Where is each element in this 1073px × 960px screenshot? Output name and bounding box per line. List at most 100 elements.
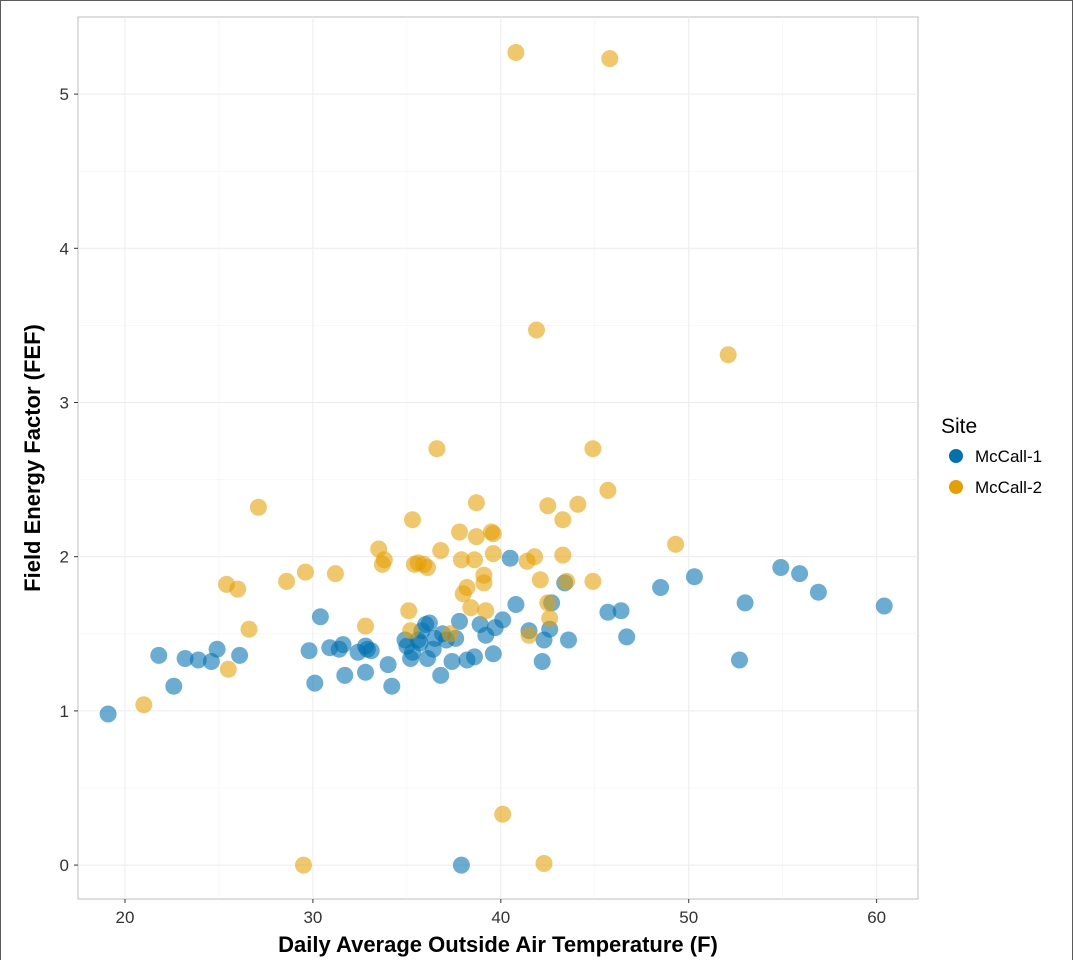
data-point-mccall-2 xyxy=(484,545,502,563)
data-point-mccall-1 xyxy=(507,596,525,613)
data-point-mccall-1 xyxy=(685,568,703,586)
data-point-mccall-1 xyxy=(379,656,397,674)
data-point-mccall-1 xyxy=(466,648,483,666)
data-point-mccall-2 xyxy=(219,660,237,678)
data-point-mccall-1 xyxy=(618,628,636,646)
data-point-mccall-2 xyxy=(484,525,502,543)
data-point-mccall-1 xyxy=(791,565,809,583)
data-point-mccall-1 xyxy=(533,653,551,670)
y-tick-label: 2 xyxy=(60,548,69,567)
data-point-mccall-1 xyxy=(208,640,226,658)
data-point-mccall-2 xyxy=(466,551,483,569)
data-point-mccall-1 xyxy=(176,650,194,667)
data-point-mccall-2 xyxy=(569,495,587,513)
data-point-mccall-2 xyxy=(520,626,538,644)
data-point-mccall-2 xyxy=(375,551,393,569)
data-point-mccall-2 xyxy=(441,625,459,643)
data-point-mccall-1 xyxy=(875,597,893,615)
data-point-mccall-1 xyxy=(809,583,827,601)
legend-label-mccall-1: McCall-1 xyxy=(975,447,1042,466)
data-point-mccall-2 xyxy=(278,572,296,590)
data-point-mccall-1 xyxy=(494,611,512,629)
data-point-mccall-1 xyxy=(311,608,329,626)
data-point-mccall-2 xyxy=(467,494,485,512)
data-point-mccall-2 xyxy=(539,594,557,612)
y-tick-label: 4 xyxy=(60,239,69,258)
data-point-mccall-2 xyxy=(539,497,557,515)
data-point-mccall-1 xyxy=(306,674,324,692)
data-point-mccall-1 xyxy=(452,856,470,874)
data-point-mccall-1 xyxy=(731,651,748,669)
data-point-mccall-2 xyxy=(554,511,572,529)
data-point-mccall-2 xyxy=(601,50,619,68)
data-point-mccall-2 xyxy=(477,602,495,620)
data-point-mccall-1 xyxy=(336,666,354,684)
legend: Site McCall-1 McCall-2 xyxy=(941,415,1042,497)
data-point-mccall-1 xyxy=(560,631,577,649)
data-point-mccall-1 xyxy=(99,705,117,723)
data-point-mccall-2 xyxy=(229,580,247,598)
data-point-mccall-1 xyxy=(357,663,374,681)
data-point-mccall-2 xyxy=(528,321,545,339)
y-axis-title: Field Energy Factor (FEF) xyxy=(20,324,45,592)
data-point-mccall-2 xyxy=(507,44,525,61)
data-point-mccall-2 xyxy=(452,551,470,569)
data-point-mccall-2 xyxy=(296,563,314,581)
data-point-mccall-1 xyxy=(432,666,450,684)
x-tick-label: 40 xyxy=(491,908,510,927)
data-points xyxy=(99,44,893,874)
x-tick-label: 60 xyxy=(867,908,886,927)
data-point-mccall-1 xyxy=(150,646,168,664)
data-point-mccall-2 xyxy=(526,548,544,566)
data-point-mccall-2 xyxy=(494,805,512,823)
data-point-mccall-1 xyxy=(652,579,670,596)
data-point-mccall-1 xyxy=(451,612,468,630)
legend-key-mccall-1 xyxy=(949,449,963,463)
data-point-mccall-1 xyxy=(612,602,630,620)
x-tick-label: 20 xyxy=(116,908,135,927)
data-point-mccall-2 xyxy=(451,523,468,541)
data-point-mccall-1 xyxy=(501,549,519,567)
data-point-mccall-2 xyxy=(558,572,576,590)
x-tick-label: 50 xyxy=(679,908,698,927)
data-point-mccall-1 xyxy=(231,646,249,664)
data-point-mccall-2 xyxy=(535,855,553,872)
data-point-mccall-2 xyxy=(400,602,418,620)
data-point-mccall-2 xyxy=(135,696,153,714)
axis-ticks: 20 30 40 50 60 0 1 2 3 4 5 xyxy=(60,85,887,927)
data-point-mccall-1 xyxy=(300,642,318,660)
data-point-mccall-2 xyxy=(428,440,446,458)
data-point-mccall-1 xyxy=(443,653,461,670)
y-tick-label: 0 xyxy=(60,856,69,875)
y-tick-label: 3 xyxy=(60,393,69,412)
data-point-mccall-1 xyxy=(420,614,438,632)
data-point-mccall-2 xyxy=(240,620,258,638)
data-point-mccall-2 xyxy=(249,498,267,516)
data-point-mccall-2 xyxy=(584,572,602,590)
data-point-mccall-2 xyxy=(667,535,685,553)
legend-key-mccall-2 xyxy=(949,480,963,494)
plot-panel xyxy=(77,16,919,900)
y-tick-label: 1 xyxy=(60,702,69,721)
data-point-mccall-2 xyxy=(531,571,549,589)
legend-label-mccall-2: McCall-2 xyxy=(975,478,1042,497)
data-point-mccall-2 xyxy=(295,856,312,874)
data-point-mccall-1 xyxy=(189,651,207,669)
data-point-mccall-1 xyxy=(362,642,380,660)
x-tick-label: 30 xyxy=(303,908,322,927)
data-point-mccall-1 xyxy=(383,677,401,695)
data-point-mccall-1 xyxy=(772,559,790,576)
y-tick-label: 5 xyxy=(60,85,69,104)
data-point-mccall-2 xyxy=(541,609,559,627)
data-point-mccall-2 xyxy=(419,559,436,576)
data-point-mccall-2 xyxy=(404,511,421,529)
data-point-mccall-2 xyxy=(458,579,476,596)
data-point-mccall-2 xyxy=(475,574,493,592)
data-point-mccall-2 xyxy=(357,617,374,635)
data-point-mccall-1 xyxy=(736,594,754,612)
data-point-mccall-2 xyxy=(467,528,485,546)
data-point-mccall-2 xyxy=(462,599,480,617)
data-point-mccall-2 xyxy=(599,481,617,499)
data-point-mccall-1 xyxy=(599,603,617,621)
